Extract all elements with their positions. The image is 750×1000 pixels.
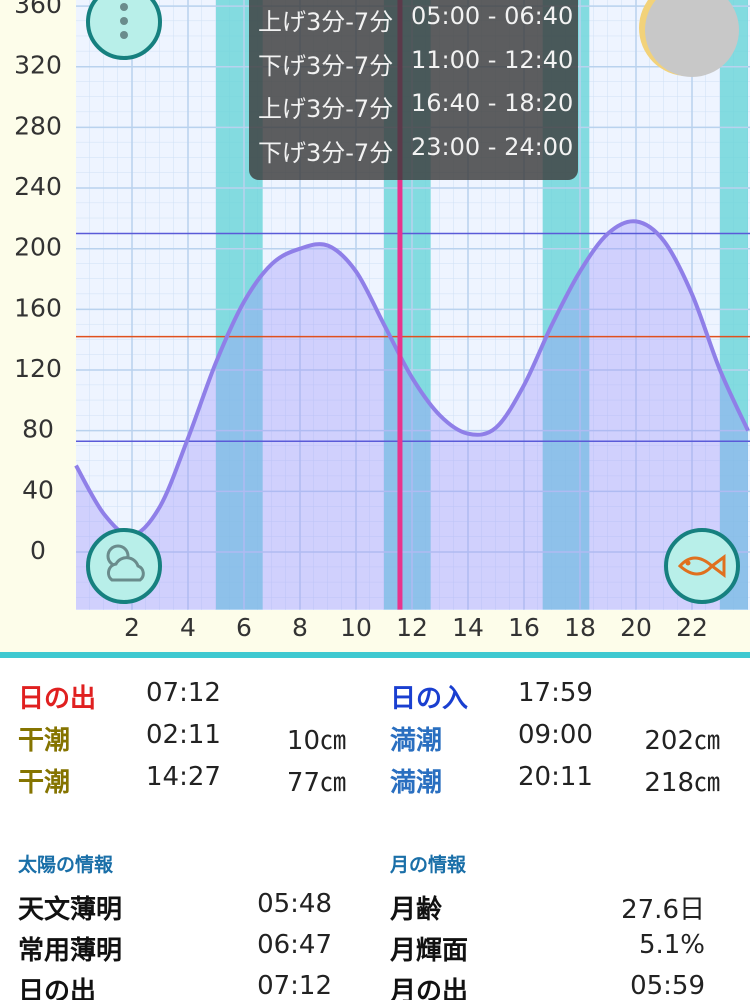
- x-tick-label: 6: [236, 613, 252, 642]
- tide-height: 218㎝: [644, 768, 720, 798]
- tide-time: 17:59: [518, 678, 593, 708]
- tide-time: 02:11: [146, 720, 221, 750]
- info-label: 常用薄明: [18, 936, 123, 966]
- popup-time: 23:00 - 24:00: [411, 132, 574, 161]
- y-tick-label: 160: [14, 293, 62, 322]
- y-tick-label: 80: [22, 415, 54, 444]
- divider: [0, 652, 750, 658]
- tide-band: [720, 0, 748, 610]
- popup-label: 下げ3分-7分: [258, 51, 394, 80]
- info-value: 27.6日: [621, 895, 705, 925]
- tide-label: 満潮: [390, 768, 443, 798]
- popup-label: 下げ3分-7分: [258, 138, 394, 167]
- info-value: 06:47: [257, 930, 332, 960]
- x-tick-label: 16: [508, 613, 540, 642]
- info-value: 05:48: [257, 889, 332, 919]
- tide-time: 14:27: [146, 762, 221, 792]
- info-label: 月の出: [390, 977, 469, 1000]
- tide-height: 10㎝: [286, 726, 346, 756]
- x-tick-label: 4: [180, 613, 196, 642]
- tide-time: 07:12: [146, 678, 221, 708]
- x-tick-label: 20: [620, 613, 652, 642]
- info-value: 07:12: [257, 971, 332, 1000]
- popup: 上げ3分-7分 05:00 - 06:40 下げ3分-7分 11:00 - 12:40…: [249, 0, 578, 180]
- info-label: 日の出: [18, 977, 97, 1000]
- y-tick-label: 40: [22, 475, 54, 504]
- tide-label: 干潮: [18, 726, 71, 756]
- tide-area: [76, 221, 748, 610]
- x-tick-label: 18: [564, 613, 596, 642]
- popup-time: 11:00 - 12:40: [411, 45, 574, 74]
- section-title: 月の情報: [390, 854, 467, 876]
- tide-time: 09:00: [518, 720, 593, 750]
- x-tick-label: 12: [396, 613, 428, 642]
- x-tick-label: 14: [452, 613, 484, 642]
- y-tick-label: 0: [30, 536, 46, 565]
- y-tick-label: 360: [14, 0, 62, 19]
- tide-height: 77㎝: [286, 768, 346, 798]
- x-tick-label: 2: [124, 613, 140, 642]
- tide-line: [74, 219, 750, 538]
- tide-label: 干潮: [18, 768, 71, 798]
- tide-height: 202㎝: [644, 726, 720, 756]
- info-label: 月齢: [390, 895, 443, 925]
- popup-label: 上げ3分-7分: [258, 95, 394, 123]
- tide-label: 日の入: [390, 684, 469, 714]
- info-label: 月輝面: [390, 936, 469, 966]
- y-tick-label: 280: [14, 111, 62, 140]
- x-tick-label: 8: [292, 613, 308, 642]
- section-title: 太陽の情報: [18, 854, 114, 876]
- tide-time: 20:11: [518, 762, 593, 792]
- popup-label: 上げ3分-7分: [258, 8, 394, 36]
- info-value: 05:59: [630, 971, 705, 1000]
- x-tick-label: 10: [340, 613, 372, 642]
- info-value: 5.1%: [638, 930, 705, 960]
- x-tick-label: 22: [676, 613, 708, 642]
- y-tick-label: 240: [14, 172, 62, 201]
- y-tick-label: 320: [14, 51, 62, 80]
- tide-label: 日の出: [18, 684, 97, 714]
- tide-label: 満潮: [390, 726, 443, 756]
- info-label: 天文薄明: [18, 895, 123, 925]
- y-tick-label: 120: [14, 354, 62, 383]
- popup-time: 05:00 - 06:40: [411, 2, 574, 30]
- popup-time: 16:40 - 18:20: [411, 89, 574, 117]
- y-tick-label: 200: [14, 233, 62, 262]
